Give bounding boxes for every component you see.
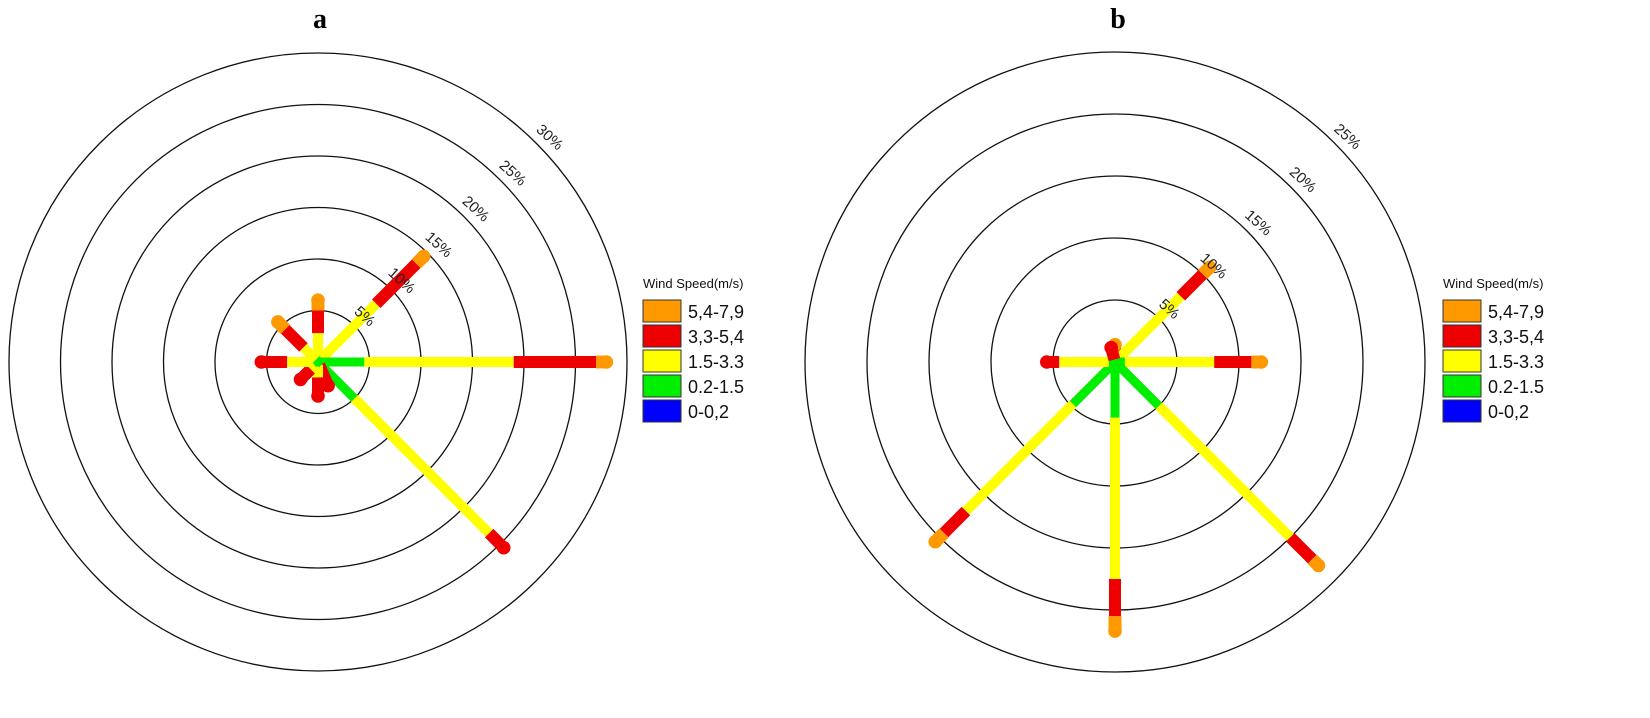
legend-swatch — [1442, 349, 1482, 373]
legend-swatch — [642, 299, 682, 323]
spoke-end-cap — [1202, 260, 1217, 275]
spoke-end-cap — [496, 540, 511, 555]
spoke-135 — [1111, 358, 1326, 573]
segment-1.5-3.3 — [1155, 402, 1294, 541]
legend-swatch — [1442, 299, 1482, 323]
segment-3,3-5,4 — [1286, 533, 1317, 564]
ring-label: 20% — [459, 193, 493, 226]
spoke-end-cap — [254, 355, 269, 369]
spoke-end-cap — [1254, 355, 1269, 369]
legend-label: 0.2-1.5 — [1488, 377, 1544, 397]
panel-title: b — [1110, 4, 1126, 35]
legend-label: 1.5-3.3 — [1488, 352, 1544, 372]
legend-swatch — [642, 399, 682, 423]
segment-1.5-3.3 — [962, 400, 1077, 515]
legend-swatch — [642, 349, 682, 373]
wind-rose-panel-a: a5%10%15%20%25%30%Wind Speed(m/s)5,4-7,9… — [8, 4, 744, 672]
spoke-180 — [1108, 362, 1122, 638]
legend-label: 5,4-7,9 — [688, 302, 744, 322]
segment-3,3-5,4 — [280, 324, 308, 352]
spoke-90 — [1115, 355, 1269, 369]
segment-0.2-1.5 — [312, 356, 322, 366]
legend-title: Wind Speed(m/s) — [643, 276, 743, 291]
spoke-end-cap — [416, 249, 431, 264]
legend-swatch — [1442, 399, 1482, 423]
legend-title: Wind Speed(m/s) — [1443, 276, 1543, 291]
segment-1.5-3.3 — [350, 394, 493, 537]
spoke-end-cap — [321, 378, 335, 393]
legend: Wind Speed(m/s) 5,4-7,9 3,3-5,4 1.5-3.3 0.2-… — [642, 276, 744, 423]
legend-label: 3,3-5,4 — [688, 327, 744, 347]
spoke-end-cap — [311, 389, 325, 403]
legend: Wind Speed(m/s) 5,4-7,9 3,3-5,4 1.5-3.3 0.2-… — [1442, 276, 1544, 423]
spoke-345 — [1104, 340, 1121, 364]
segment-3,3-5,4 — [939, 506, 971, 538]
ring-label: 30% — [533, 121, 567, 154]
legend-swatch — [642, 374, 682, 398]
spoke-90 — [318, 355, 614, 369]
legend-label: 3,3-5,4 — [1488, 327, 1544, 347]
segment-0.2-1.5 — [1069, 358, 1119, 408]
spoke-end-cap — [271, 315, 285, 329]
spoke-135 — [314, 358, 511, 555]
ring-label: 20% — [1286, 164, 1320, 197]
legend-label: 1.5-3.3 — [688, 352, 744, 372]
legend-swatch — [1442, 374, 1482, 398]
spoke-end-cap — [1108, 624, 1122, 638]
ring-30 — [8, 52, 628, 672]
legend-label: 0.2-1.5 — [688, 377, 744, 397]
segment-0.2-1.5 — [1111, 358, 1163, 410]
segment-3,3-5,4 — [1176, 270, 1207, 301]
segment-1.5-3.3 — [318, 300, 380, 362]
legend-swatch — [642, 324, 682, 348]
spoke-end-cap — [1040, 355, 1054, 369]
spoke-end-cap — [599, 355, 614, 369]
spoke-end-cap — [928, 534, 943, 549]
wind-rose-panel-b: b5%10%15%20%25%Wind Speed(m/s)5,4-7,93,3… — [804, 4, 1544, 673]
spoke-end-cap — [293, 372, 308, 387]
spoke-315 — [271, 315, 322, 366]
legend-label: 0-0,2 — [688, 402, 729, 422]
spoke-45 — [314, 249, 431, 366]
segment-0.2-1.5 — [1110, 358, 1120, 364]
ring-label: 15% — [1241, 207, 1275, 240]
spoke-end-cap — [311, 293, 325, 308]
spoke-end-cap — [1311, 558, 1326, 573]
panel-title: a — [313, 4, 327, 35]
spoke-270 — [1040, 355, 1115, 369]
spoke-end-cap — [1104, 340, 1118, 355]
segment-1.5-3.3 — [1115, 292, 1185, 362]
segment-1.5-3.3 — [299, 343, 320, 364]
spoke-0 — [311, 293, 325, 362]
ring-label: 25% — [1330, 120, 1364, 153]
legend-swatch — [1442, 324, 1482, 348]
ring-label: 25% — [496, 157, 530, 190]
ring-25 — [804, 51, 1426, 673]
segment-3,3-5,4 — [372, 259, 421, 308]
spoke-225 — [928, 358, 1119, 549]
legend-label: 5,4-7,9 — [1488, 302, 1544, 322]
legend-label: 0-0,2 — [1488, 402, 1529, 422]
